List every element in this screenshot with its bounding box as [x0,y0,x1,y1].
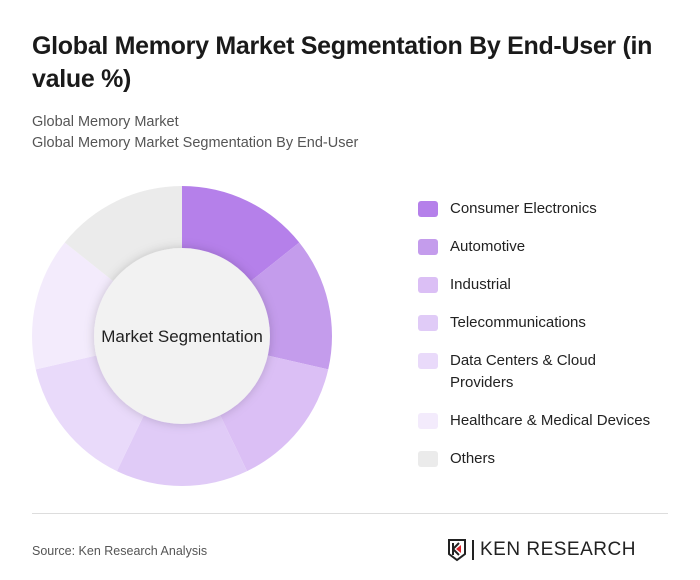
legend-label: Others [450,450,496,467]
legend-item: Others [418,448,688,470]
legend-item: Data Centers & Cloud Providers [418,350,688,394]
slice-industrial [216,353,329,472]
chart-title: Global Memory Market Segmentation By End… [32,32,653,93]
legend-label: Industrial [450,276,511,293]
legend-label: Consumer Electronics [450,200,597,217]
legend: Consumer Electronics Automotive Industrial… [418,198,688,486]
slice-data-centers-cloud-providers [35,353,148,472]
ken-logo-icon [448,539,466,562]
legend-swatch [418,451,438,467]
divider [32,513,668,514]
slice-telecommunications [116,408,248,486]
legend-swatch [418,201,438,217]
legend-swatch [418,413,438,429]
legend-item: Automotive [418,236,688,258]
legend-label: Telecommunications [450,314,586,331]
legend-swatch [418,315,438,331]
donut-center [94,248,270,424]
center-label: Market Segmentation [101,327,263,346]
legend-item: Healthcare & Medical Devices [418,410,688,432]
legend-label: Automotive [450,238,526,255]
chart-subtitle-market: Global Memory Market [32,114,179,130]
legend-item: Telecommunications [418,312,688,334]
legend-item: Industrial [418,274,688,296]
legend-swatch [418,353,438,369]
legend-label: Healthcare & Medical Devices [450,412,651,429]
source-note: Source: Ken Research Analysis [32,544,208,558]
donut-chart: Market Segmentation [32,186,332,486]
legend-label: Data Centers & Cloud Providers [450,352,596,391]
logo-text: KEN RESEARCH [480,539,636,560]
ken-research-logo: KEN RESEARCH [447,538,636,562]
legend-swatch [418,239,438,255]
chart-subtitle-segmentation: Global Memory Market Segmentation By End… [32,135,359,151]
legend-item: Consumer Electronics [418,198,688,220]
legend-swatch [418,277,438,293]
